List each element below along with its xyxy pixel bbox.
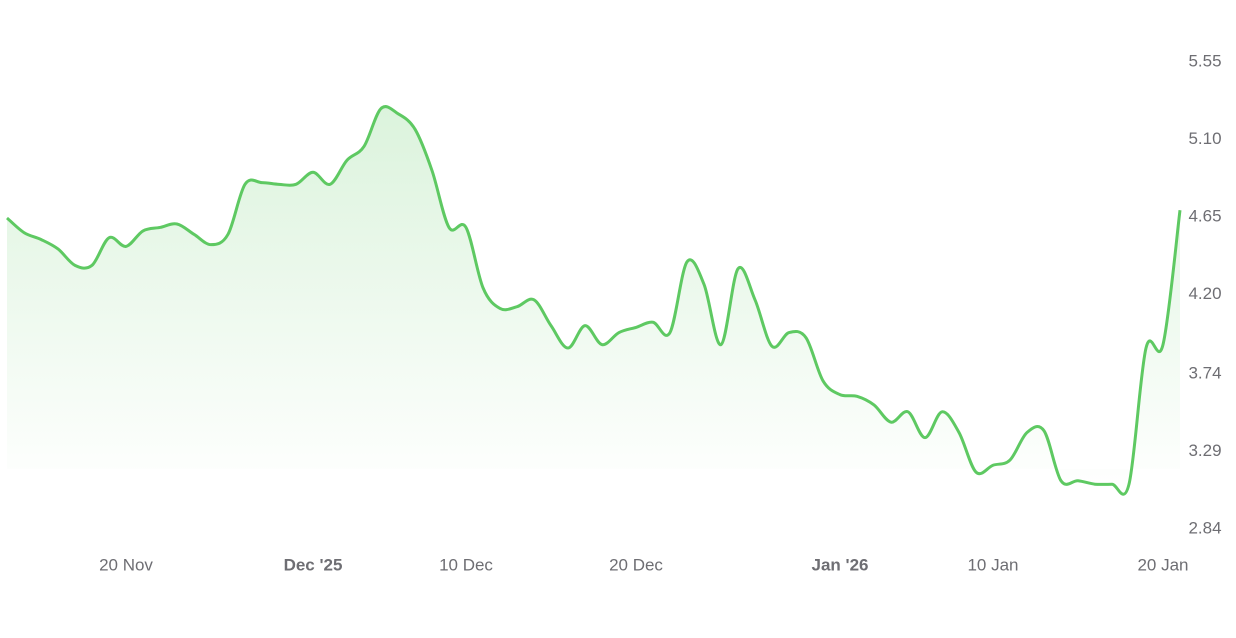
x-tick-label: 10 Dec <box>439 555 493 574</box>
x-tick-label: Dec '25 <box>284 555 343 574</box>
line <box>6 105 1182 496</box>
y-tick-label: 4.65 <box>1188 207 1221 226</box>
x-tick-label: 20 Dec <box>609 555 663 574</box>
y-tick-label: 5.55 <box>1188 51 1221 70</box>
y-tick-label: 2.84 <box>1188 518 1221 537</box>
x-tick-label: 10 Jan <box>967 555 1018 574</box>
y-tick-label: 4.20 <box>1188 284 1221 303</box>
x-tick-label: 20 Nov <box>99 555 153 574</box>
x-tick-label: 20 Jan <box>1137 555 1188 574</box>
y-tick-label: 3.74 <box>1188 363 1221 382</box>
y-tick-label: 5.10 <box>1188 129 1221 148</box>
x-tick-label: Jan '26 <box>812 555 869 574</box>
y-tick-label: 3.29 <box>1188 441 1221 460</box>
area <box>7 106 1180 495</box>
